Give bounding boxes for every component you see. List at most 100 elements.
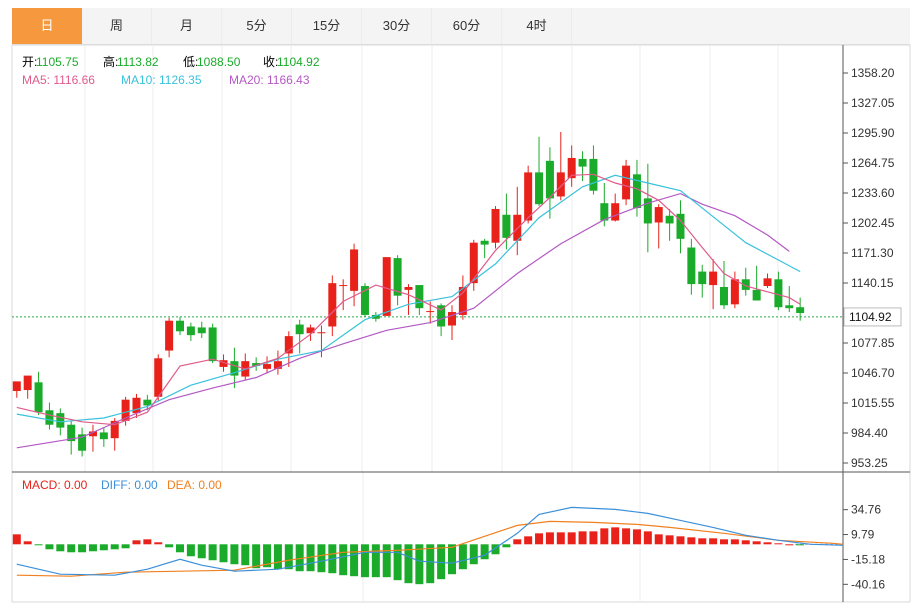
candle-body: [796, 307, 805, 313]
candle-body: [176, 320, 184, 332]
macd-histogram-bar: [78, 544, 87, 553]
macd-histogram-bar: [774, 543, 783, 545]
tab-15min[interactable]: 15分: [292, 8, 362, 44]
macd-histogram-bar: [186, 544, 195, 557]
plot-border: [11, 44, 911, 603]
candle-body: [99, 432, 108, 440]
price-tick-label: 953.25: [851, 456, 888, 470]
macd-histogram-bar: [437, 544, 446, 580]
candle-body: [567, 157, 576, 179]
macd-histogram-bar: [589, 531, 598, 545]
candle-body: [132, 397, 141, 414]
price-tick-label: 1202.45: [851, 216, 895, 230]
current-price-box: [843, 307, 902, 327]
macd-histogram-bar: [241, 544, 250, 566]
candle-body: [295, 324, 304, 335]
macd-histogram-bar: [622, 528, 631, 545]
candle-body: [556, 172, 565, 197]
candle-body: [165, 320, 174, 351]
tab-4h[interactable]: 4时: [502, 8, 572, 44]
candle-body: [393, 258, 402, 296]
tab-month[interactable]: 月: [152, 8, 222, 44]
macd-tick-label: -15.18: [851, 552, 885, 566]
candle-body: [284, 336, 293, 354]
price-tick-label: 1295.90: [851, 126, 895, 140]
price-tick-label: 1046.70: [851, 366, 895, 380]
candle-body: [186, 326, 195, 336]
macd-histogram-bar: [404, 544, 413, 584]
macd-histogram-bar: [741, 540, 750, 545]
candle-body: [360, 286, 369, 315]
macd-histogram-bar: [339, 544, 348, 576]
dea-label: DEA: 0.00: [167, 478, 222, 492]
candle-body: [110, 420, 119, 439]
price-tick-label: 1077.85: [851, 336, 895, 350]
macd-histogram-bar: [448, 544, 456, 575]
candle-body: [611, 203, 620, 221]
candle-body: [785, 305, 794, 309]
macd-histogram-bar: [556, 532, 565, 545]
macd-histogram-bar: [458, 544, 467, 570]
candle-body: [632, 174, 641, 209]
macd-histogram-bar: [469, 544, 478, 565]
candle-body: [371, 314, 380, 319]
macd-histogram-bar: [350, 544, 359, 577]
macd-histogram-bar: [197, 544, 206, 559]
candle-body: [654, 207, 663, 223]
candle-body: [306, 327, 315, 334]
tab-60min[interactable]: 60分: [432, 8, 502, 44]
candle-body: [252, 363, 261, 366]
macd-histogram-bar: [230, 544, 239, 565]
macd-histogram-bar: [654, 534, 663, 545]
candle-body: [350, 249, 359, 291]
macd-histogram-bar: [165, 544, 174, 548]
candle-body: [382, 257, 391, 316]
high-label: 高:: [103, 54, 118, 69]
macd-histogram-bar: [143, 539, 152, 545]
macd-histogram-bar: [632, 529, 641, 545]
macd-histogram-bar: [709, 538, 718, 545]
candle-body: [328, 283, 337, 327]
candle-body: [578, 158, 587, 167]
candle-body: [143, 399, 152, 406]
candle-body: [502, 214, 511, 238]
price-tick-label: 984.40: [851, 426, 888, 440]
candle-body: [45, 410, 54, 425]
macd-tick-label: 34.76: [851, 503, 881, 517]
candle-body: [709, 271, 718, 286]
price-tick-label: 1015.55: [851, 396, 895, 410]
open-label: 开:: [22, 55, 37, 69]
macd-histogram-bar: [371, 544, 380, 578]
candle-body: [426, 311, 435, 313]
low-value: 1088.50: [197, 55, 241, 69]
candle-body: [763, 278, 772, 287]
candle-body: [545, 160, 554, 199]
macd-histogram-bar: [132, 540, 141, 545]
macd-histogram-bar: [56, 544, 65, 552]
candle-body: [741, 279, 750, 290]
macd-histogram-bar: [545, 532, 554, 545]
macd-histogram-bar: [611, 527, 620, 545]
candle-body: [535, 172, 544, 205]
macd-histogram-bar: [263, 544, 272, 568]
macd-histogram-bar: [426, 544, 435, 584]
price-tick-label: 1233.60: [851, 186, 895, 200]
candle-body: [687, 247, 696, 285]
ma5-label: MA5: 1116.66: [22, 73, 95, 87]
macd-histogram-bar: [567, 532, 576, 545]
tab-5min[interactable]: 5分: [222, 8, 292, 44]
macd-histogram-bar: [502, 544, 511, 548]
current-price-label: 1104.92: [849, 310, 892, 324]
tab-30min[interactable]: 30分: [362, 8, 432, 44]
macd-tick-label: -40.16: [851, 577, 885, 591]
macd-histogram-bar: [676, 536, 685, 545]
candle-body: [197, 327, 206, 334]
candle-body: [154, 358, 163, 397]
tab-day[interactable]: 日: [12, 8, 82, 44]
candle-body: [121, 399, 130, 421]
tab-week[interactable]: 周: [82, 8, 152, 44]
ma10-label: MA10: 1126.35: [121, 73, 202, 87]
macd-label: MACD: 0.00: [22, 478, 88, 492]
macd-histogram-bar: [524, 536, 533, 545]
macd-histogram-bar: [491, 544, 500, 555]
